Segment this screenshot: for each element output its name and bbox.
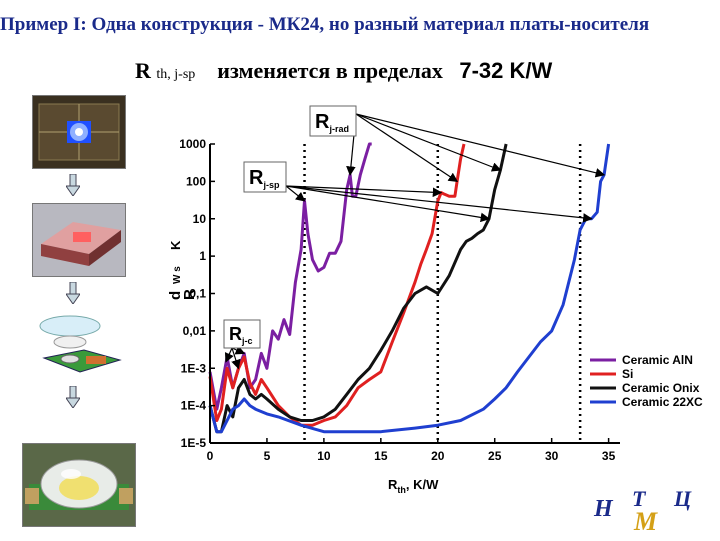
y-tick-label: 1E-5: [181, 436, 207, 450]
series-line-ceramic-22xc: [208, 143, 611, 434]
slide-subtitle: R th, j-sp изменяется в пределах 7-32 K/…: [135, 58, 552, 84]
svg-text:Ц: Ц: [673, 488, 692, 511]
annotations: Rj-rad Rj-sp Rj-c: [223, 105, 606, 370]
x-tick-label: 0: [207, 449, 214, 463]
photo-exploded-assembly: [30, 312, 126, 378]
svg-text:М: М: [633, 507, 658, 536]
arrow-down-icon: [65, 281, 81, 305]
slide-title: Пример I: Одна конструкция - МК24, но ра…: [0, 14, 650, 35]
x-tick-label: 35: [602, 449, 616, 463]
svg-text:W s: W s: [172, 266, 183, 284]
y-tick-label: 1E-4: [181, 399, 207, 413]
svg-text:R: R: [181, 289, 198, 300]
x-tick-label: 25: [488, 449, 502, 463]
annotation-label: Rj-rad: [315, 111, 349, 134]
subtitle-symbol: R: [135, 58, 151, 83]
chip-die-image: [33, 96, 125, 168]
annotation-label: Rj-sp: [249, 167, 280, 190]
svg-text:Т: Т: [632, 488, 647, 511]
series-line-ceramic-onix: [208, 143, 508, 434]
package-image: [33, 204, 125, 276]
subtitle-subscript: th, j-sp: [156, 67, 196, 82]
y-tick-label: 100: [186, 174, 206, 188]
y-tick-label: 0,1: [189, 287, 206, 301]
annotation-arrow: [285, 185, 593, 223]
finished-led-image: [23, 444, 135, 526]
x-tick-label: 15: [374, 449, 388, 463]
annotation-arrow: [224, 347, 234, 363]
y-tick-label: 1000: [179, 137, 206, 151]
x-tick-label: 30: [545, 449, 559, 463]
y-tick-label: 1E-3: [181, 361, 207, 375]
x-tick-label: 5: [264, 449, 271, 463]
y-tick-label: 0,01: [183, 324, 207, 338]
subtitle-range: 7-32 K/W: [459, 58, 553, 83]
annotation-arrow: [285, 185, 306, 202]
legend-label: Ceramic 22XC: [622, 395, 703, 409]
y-axis-label: d R K W s: [167, 240, 198, 300]
company-logo: Н Т Ц М: [592, 486, 702, 536]
legend-label: Ceramic AlN: [622, 353, 693, 367]
y-tick-label: 1: [199, 249, 206, 263]
subtitle-text: изменяется в пределах: [217, 58, 443, 83]
x-tick-label: 10: [317, 449, 331, 463]
series-line-ceramic-aln: [208, 142, 372, 411]
chart-axes: 0 5 10 15 20 25 30 35 1E-5 1E-4 1E-3 0,01 0,1 1 10 100 1…: [179, 137, 620, 463]
legend-label: Si: [622, 367, 633, 381]
annotation-box: [243, 161, 287, 193]
x-axis-label: Rth, K/W: [388, 477, 439, 495]
annotation-arrow: [285, 185, 443, 198]
arrow-down-icon: [65, 173, 81, 197]
svg-text:K: K: [168, 240, 183, 250]
svg-text:d: d: [167, 291, 184, 300]
arrow-down-icon: [65, 385, 81, 409]
svg-text:Н: Н: [593, 496, 614, 522]
annotation-arrow: [355, 113, 606, 178]
y-tick-label: 10: [193, 212, 207, 226]
annotation-label: Rj-c: [229, 324, 253, 346]
assembly-image: [39, 315, 122, 373]
annotation-box: [309, 105, 357, 137]
annotation-arrow: [355, 113, 502, 172]
annotation-box: [223, 319, 261, 349]
photo-chip-die: [32, 95, 126, 169]
annotation-arrow: [231, 347, 241, 370]
annotation-arrow: [355, 113, 459, 183]
photo-finished-led: [22, 443, 136, 527]
photo-package: [32, 203, 126, 277]
annotation-arrow: [285, 185, 491, 223]
x-tick-label: 20: [431, 449, 445, 463]
annotation-arrow: [231, 345, 246, 355]
legend-label: Ceramic Onix: [622, 381, 700, 395]
